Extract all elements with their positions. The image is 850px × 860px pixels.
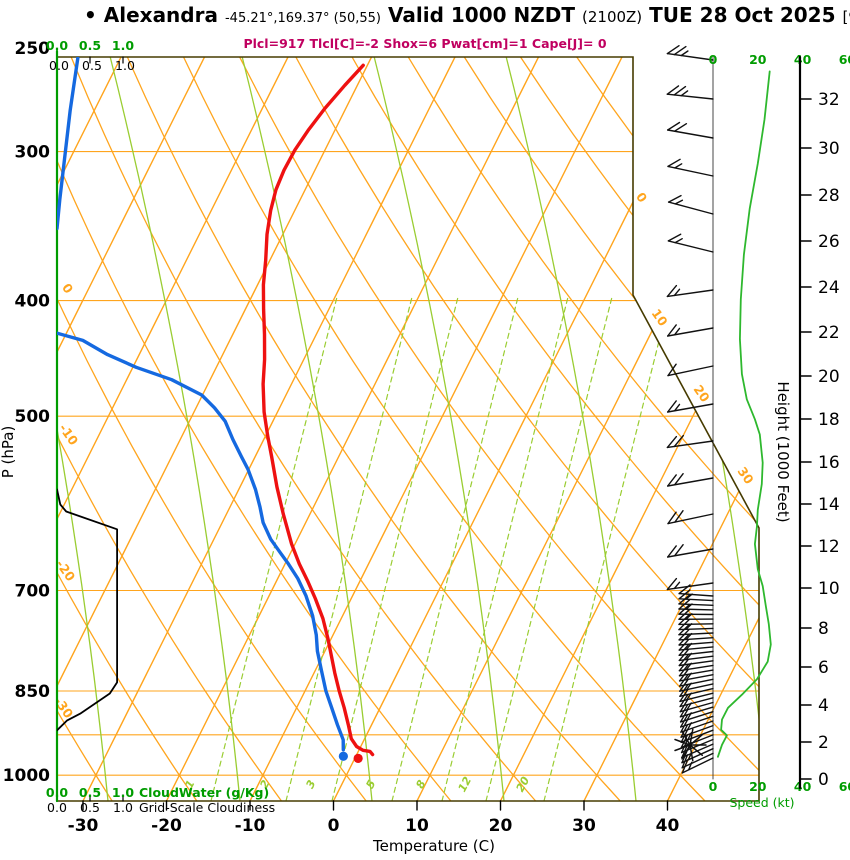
svg-text:0.0: 0.0 — [49, 58, 69, 73]
svg-text:0.0: 0.0 — [46, 38, 68, 53]
svg-text:20: 20 — [749, 779, 767, 794]
svg-text:10: 10 — [818, 579, 840, 599]
svg-text:700: 700 — [15, 581, 51, 601]
svg-text:-20: -20 — [151, 816, 182, 836]
svg-text:0: 0 — [818, 770, 829, 790]
svg-text:32: 32 — [818, 90, 840, 110]
svg-text:0.5: 0.5 — [79, 38, 101, 53]
station-coords: -45.21°,169.37° (50,55) — [224, 11, 382, 26]
sounding-parameters: Plcl=917 Tlcl[C]=-2 Shox=6 Pwat[cm]=1 Ca… — [243, 36, 607, 51]
svg-text:20: 20 — [691, 382, 713, 405]
svg-text:0: 0 — [59, 281, 76, 297]
svg-text:60: 60 — [839, 52, 850, 67]
svg-text:0.5: 0.5 — [79, 785, 101, 800]
svg-text:1.0: 1.0 — [112, 785, 134, 800]
svg-text:300: 300 — [15, 143, 51, 163]
svg-text:14: 14 — [818, 495, 840, 515]
svg-text:12: 12 — [818, 537, 840, 557]
svg-text:400: 400 — [15, 292, 51, 312]
svg-text:28: 28 — [818, 186, 840, 206]
svg-text:1000: 1000 — [3, 766, 50, 786]
svg-text:12: 12 — [456, 774, 475, 794]
svg-text:22: 22 — [818, 323, 840, 343]
svg-text:500: 500 — [15, 407, 51, 427]
cloudiness-profile — [57, 488, 118, 732]
grid-isobars — [57, 151, 759, 776]
svg-text:Temperature (C): Temperature (C) — [372, 837, 495, 855]
wind-speed-profile — [717, 70, 772, 758]
svg-text:10: 10 — [405, 816, 429, 836]
svg-text:40: 40 — [794, 779, 812, 794]
svg-text:1.0: 1.0 — [112, 38, 134, 53]
station-name: • Alexandra — [84, 3, 218, 27]
svg-text:0: 0 — [709, 779, 718, 794]
svg-text:40: 40 — [794, 52, 812, 67]
valid-zulu: (2100Z) — [582, 8, 643, 26]
svg-text:0: 0 — [633, 190, 650, 206]
svg-text:0.0: 0.0 — [47, 800, 67, 815]
svg-text:1.0: 1.0 — [113, 800, 133, 815]
forecast-tag: [9hrFcst@1825z] — [842, 8, 850, 26]
svg-text:0: 0 — [328, 816, 340, 836]
svg-text:30: 30 — [572, 816, 596, 836]
grid-mixing-ratio — [210, 294, 672, 801]
dewpoint-curve — [57, 57, 345, 752]
svg-text:8: 8 — [413, 778, 428, 791]
surface-temp-dot — [353, 753, 363, 763]
svg-text:4: 4 — [818, 696, 829, 716]
temperature-axis: -30 -20 -10 0 10 20 30 40 Temperature (C) — [68, 816, 680, 855]
wind-barb-column — [666, 45, 714, 780]
svg-text:850: 850 — [15, 682, 51, 702]
svg-text:0: 0 — [709, 52, 718, 67]
svg-text:3: 3 — [303, 778, 318, 791]
svg-text:24: 24 — [818, 278, 840, 298]
svg-text:Grid-Scale Cloudiness: Grid-Scale Cloudiness — [139, 800, 275, 815]
svg-text:2: 2 — [818, 733, 829, 753]
temperature-curve — [261, 63, 375, 757]
svg-text:16: 16 — [818, 453, 840, 473]
surface-dewpoint-dot — [338, 751, 348, 761]
svg-text:20: 20 — [749, 52, 767, 67]
svg-text:CloudWater (g/Kg): CloudWater (g/Kg) — [139, 785, 269, 800]
pressure-axis: 250 300 400 500 700 850 1000 P (hPa) — [0, 39, 50, 786]
svg-text:0.0: 0.0 — [46, 785, 68, 800]
svg-text:Height (1000 Feet): Height (1000 Feet) — [774, 381, 792, 522]
svg-text:60: 60 — [839, 779, 850, 794]
svg-text:1.0: 1.0 — [115, 58, 135, 73]
svg-text:40: 40 — [656, 816, 680, 836]
svg-text:-30: -30 — [68, 816, 99, 836]
svg-text:-10: -10 — [235, 816, 266, 836]
svg-text:30: 30 — [735, 464, 757, 487]
svg-text:26: 26 — [818, 232, 840, 252]
speed-scale: 00202040406060Speed (kt) — [709, 52, 850, 810]
svg-text:8: 8 — [818, 619, 829, 639]
svg-text:6: 6 — [818, 658, 829, 678]
svg-text:20: 20 — [489, 816, 513, 836]
svg-text:20: 20 — [818, 367, 840, 387]
grid-dry-adiabats — [57, 57, 759, 801]
svg-text:10: 10 — [649, 306, 671, 329]
chart-title: • Alexandra -45.21°,169.37° (50,55) Vali… — [84, 3, 850, 27]
svg-text:250: 250 — [15, 39, 51, 59]
svg-text:20: 20 — [514, 774, 533, 794]
svg-text:P (hPa): P (hPa) — [0, 426, 17, 479]
svg-text:Speed (kt): Speed (kt) — [729, 795, 794, 810]
svg-text:18: 18 — [818, 410, 840, 430]
valid-date: TUE 28 Oct 2025 — [649, 3, 836, 27]
svg-text:5: 5 — [363, 778, 378, 791]
cloud-scales: 0.00.00.00.00.50.50.50.51.01.01.01.0Clou… — [46, 38, 275, 815]
svg-text:30: 30 — [818, 139, 840, 159]
svg-text:0.5: 0.5 — [82, 58, 102, 73]
plot-frame — [56, 56, 760, 811]
valid-time: Valid 1000 NZDT — [388, 3, 575, 27]
svg-text:0.5: 0.5 — [80, 800, 100, 815]
